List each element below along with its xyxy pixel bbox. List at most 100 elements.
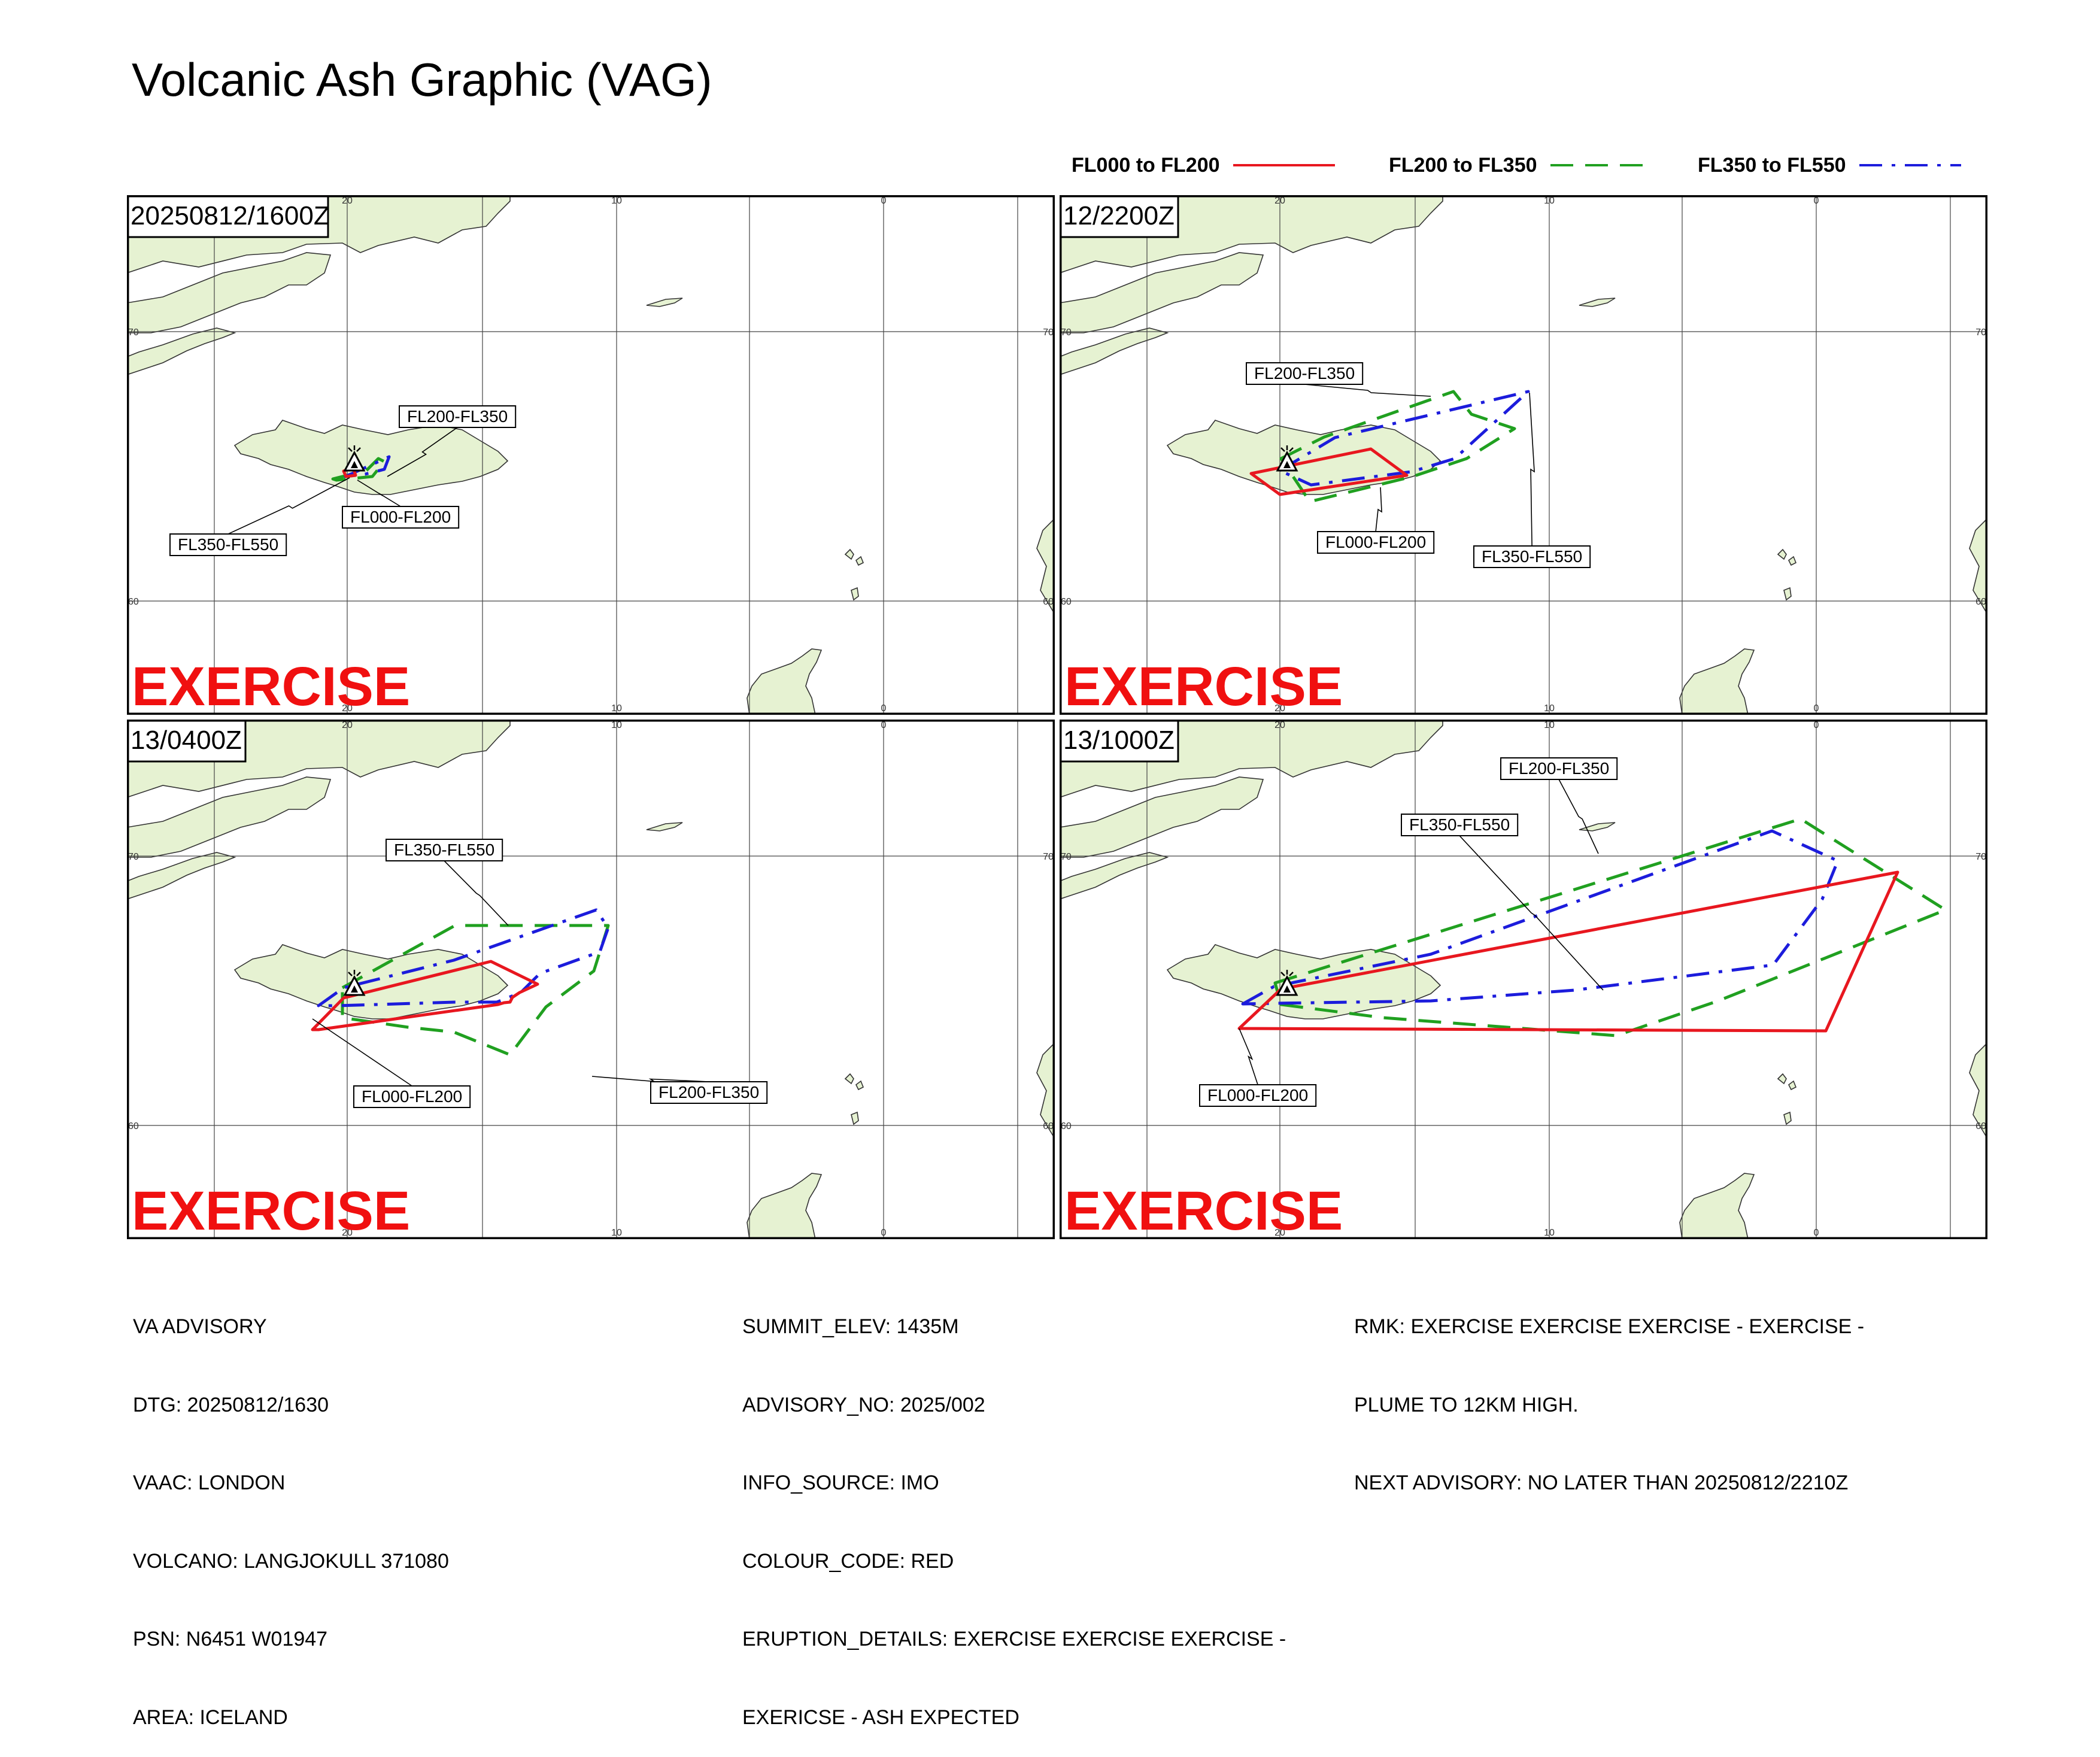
plume-fl350-fl550 xyxy=(344,455,391,478)
lat-tick-label: 60 xyxy=(128,1121,139,1131)
graticule xyxy=(127,195,1055,715)
lon-tick-label: 20 xyxy=(1274,720,1285,730)
map-panel-3: 20 20 10 10 0 0 70 70 60 60 FL350-FL550 FL000-FL200… xyxy=(127,720,1055,1239)
map-panel-4: 20 20 10 10 0 0 70 70 60 60 FL200-FL350 FL350-FL550… xyxy=(1060,720,1987,1239)
lon-tick-label: 10 xyxy=(1544,720,1555,730)
lon-tick-label: 20 xyxy=(1274,703,1285,714)
lon-tick-label: 10 xyxy=(1544,703,1555,714)
plume-label: FL200-FL350 xyxy=(658,1083,759,1101)
plume-fl200-fl350 xyxy=(1273,817,1947,1037)
plume-label-box xyxy=(353,1085,471,1108)
plume-label: FL200-FL350 xyxy=(1254,364,1355,383)
map-panels: 20 20 10 10 0 0 70 70 60 60 FL200-FL350 FL000-FL200… xyxy=(127,195,1996,1248)
plume-label: FL350-FL550 xyxy=(178,535,278,554)
graticule xyxy=(127,720,1055,1239)
lon-tick-label: 0 xyxy=(881,703,887,714)
lon-tick-label: 0 xyxy=(881,196,887,206)
exercise-watermark: EXERCISE xyxy=(132,1181,410,1239)
plume-fl200-fl350 xyxy=(331,457,386,482)
lon-tick-label: 20 xyxy=(342,1228,353,1238)
map-panel-1: 20 20 10 10 0 0 70 70 60 60 FL200-FL350 FL000-FL200… xyxy=(127,195,1055,715)
advisory-line: PLUME TO 12KM HIGH. xyxy=(1354,1393,1579,1416)
plume-label-box xyxy=(1500,757,1618,780)
lon-tick-label: 0 xyxy=(1814,703,1819,714)
plume-fl350-fl550 xyxy=(1241,829,1840,1006)
plume-label: FL350-FL550 xyxy=(1482,547,1582,566)
lat-tick-label: 60 xyxy=(1975,1121,1986,1131)
plume-label-box xyxy=(1317,531,1435,554)
panel-frame xyxy=(1060,720,1987,1239)
lon-tick-label: 10 xyxy=(611,1228,622,1238)
lat-tick-label: 60 xyxy=(1061,597,1072,607)
advisory-line: SUMMIT_ELEV: 1435M xyxy=(742,1315,959,1338)
label-leader-line xyxy=(312,1018,412,1087)
lon-tick-label: 10 xyxy=(1544,1228,1555,1238)
iceland-landmass xyxy=(233,420,509,495)
plume-label-box xyxy=(1401,814,1519,836)
plume-fl200-fl350 xyxy=(1279,390,1516,503)
lat-tick-label: 70 xyxy=(1975,852,1986,862)
advisory-line: VAAC: LONDON xyxy=(133,1471,286,1494)
plume-label: FL350-FL550 xyxy=(1409,815,1510,834)
plume-label: FL000-FL200 xyxy=(362,1087,462,1106)
panel-time-label: 13/0400Z xyxy=(131,726,242,755)
plume-label-box xyxy=(650,1081,768,1104)
panel-frame xyxy=(127,720,1055,1239)
lon-tick-label: 20 xyxy=(342,703,353,714)
label-leader-line xyxy=(1304,384,1431,397)
land-layer xyxy=(127,720,1055,1239)
plume-label-box xyxy=(386,839,503,861)
lon-tick-label: 10 xyxy=(611,720,622,730)
time-label-box xyxy=(127,720,247,763)
panel-time-label: 13/1000Z xyxy=(1063,726,1175,755)
advisory-line: VOLCANO: LANGJOKULL 371080 xyxy=(133,1549,449,1573)
exercise-watermark: EXERCISE xyxy=(1064,1181,1343,1239)
lon-tick-label: 0 xyxy=(881,1228,887,1238)
lat-tick-label: 70 xyxy=(1043,852,1054,862)
lat-tick-label: 60 xyxy=(128,597,139,607)
plume-label: FL350-FL550 xyxy=(394,840,494,859)
plume-fl200-fl350 xyxy=(341,924,610,1057)
lat-tick-label: 60 xyxy=(1975,597,1986,607)
plume-label-box xyxy=(1199,1084,1317,1107)
graticule xyxy=(1060,195,1987,715)
legend-label: FL350 to FL550 xyxy=(1698,153,1846,177)
lon-tick-label: 20 xyxy=(342,196,353,206)
page-title: Volcanic Ash Graphic (VAG) xyxy=(132,53,712,106)
advisory-line: ADVISORY_NO: 2025/002 xyxy=(742,1393,985,1416)
label-leader-line xyxy=(1375,487,1382,532)
panel-time-label: 12/2200Z xyxy=(1063,201,1175,230)
lon-tick-label: 20 xyxy=(342,720,353,730)
plume-fl000-fl200 xyxy=(1249,447,1409,496)
advisory-line: NEXT ADVISORY: NO LATER THAN 20250812/22… xyxy=(1354,1471,1849,1494)
legend-label: FL000 to FL200 xyxy=(1072,153,1220,177)
advisory-line: DTG: 20250812/1630 xyxy=(133,1393,329,1416)
lon-tick-label: 0 xyxy=(1814,1228,1819,1238)
plume-label: FL000-FL200 xyxy=(350,508,451,526)
legend-dashdot-line-icon xyxy=(1859,164,1961,166)
volcano-icon xyxy=(343,445,366,472)
lat-tick-label: 60 xyxy=(1061,1121,1072,1131)
lat-tick-label: 60 xyxy=(1043,1121,1054,1131)
plume-label: FL000-FL200 xyxy=(1207,1086,1308,1104)
advisory-column-2: SUMMIT_ELEV: 1435M ADVISORY_NO: 2025/002… xyxy=(742,1262,1286,1757)
plume-label: FL200-FL350 xyxy=(1509,759,1609,778)
time-label-box xyxy=(1060,195,1179,238)
lon-tick-label: 0 xyxy=(1814,196,1819,206)
lon-tick-label: 0 xyxy=(1814,720,1819,730)
advisory-line: VA ADVISORY xyxy=(133,1315,267,1338)
plume-label-box xyxy=(169,533,287,556)
label-leader-line xyxy=(1239,1028,1258,1085)
legend-label: FL200 to FL350 xyxy=(1389,153,1537,177)
lon-tick-label: 10 xyxy=(611,196,622,206)
lat-tick-label: 70 xyxy=(128,327,139,338)
legend-item-fl200-fl350: FL200 to FL350 xyxy=(1389,147,1652,183)
map-panel-2: 20 20 10 10 0 0 70 70 60 60 FL200-FL350 FL000-FL200… xyxy=(1060,195,1987,715)
lon-tick-label: 20 xyxy=(1274,196,1285,206)
lon-tick-label: 20 xyxy=(1274,1228,1285,1238)
advisory-line: EXERICSE - ASH EXPECTED xyxy=(742,1706,1019,1729)
advisory-line: RMK: EXERCISE EXERCISE EXERCISE - EXERCI… xyxy=(1354,1315,1865,1338)
plume-label-box xyxy=(1246,362,1364,385)
exercise-watermark: EXERCISE xyxy=(1064,656,1343,715)
advisory-column-3: RMK: EXERCISE EXERCISE EXERCISE - EXERCI… xyxy=(1354,1262,1864,1522)
